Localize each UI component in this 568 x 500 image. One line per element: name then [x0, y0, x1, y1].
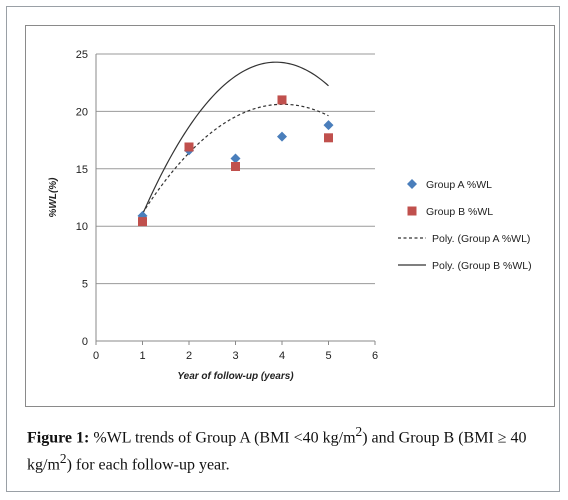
legend: Group A %WL Group B %WL Poly. (Group A %WL… — [398, 179, 532, 272]
y-tick-labels: 0 5 10 15 20 25 — [76, 49, 88, 348]
group-a-point — [323, 120, 334, 131]
legend-group-b-label: Group B %WL — [426, 206, 493, 218]
figure-frame: 0 5 10 15 20 25 0 1 2 3 4 5 6 %WL(%) Year of follow… — [6, 6, 560, 492]
x-tick-label: 4 — [279, 350, 285, 362]
scatter-chart: 0 5 10 15 20 25 0 1 2 3 4 5 6 %WL(%) Year of follow… — [48, 49, 532, 382]
y-tick-label: 20 — [76, 106, 88, 118]
chart-area: 0 5 10 15 20 25 0 1 2 3 4 5 6 %WL(%) Year of follow… — [25, 25, 555, 407]
legend-group-a-label: Group A %WL — [426, 179, 492, 191]
x-tick-label: 2 — [186, 350, 192, 362]
x-tick-label: 5 — [325, 350, 331, 362]
x-axis-title: Year of follow-up (years) — [177, 371, 294, 382]
group-b-point — [324, 133, 333, 143]
y-tick-label: 0 — [82, 336, 88, 348]
group-a-point — [230, 153, 241, 164]
group-a-point — [277, 131, 287, 142]
data-points — [137, 95, 334, 227]
legend-group-a-marker — [407, 179, 417, 189]
caption-text-1: %WL trends of Group A (BMI <40 kg/m — [89, 429, 356, 447]
caption-text-2: ) and Group B (BMI ≥ 40 kg/m — [27, 429, 527, 474]
caption-sup-1: 2 — [355, 424, 363, 439]
caption-text-3: ) for each follow-up year. — [66, 456, 230, 474]
x-tick-label: 1 — [139, 350, 145, 362]
caption-sup-2: 2 — [59, 451, 67, 467]
x-tick-label: 6 — [372, 350, 378, 362]
x-tick-label: 0 — [93, 350, 99, 362]
y-tick-label: 15 — [76, 164, 88, 176]
trendline-group-b — [141, 61, 329, 215]
group-b-point — [138, 217, 147, 227]
y-tick-label: 10 — [76, 221, 88, 233]
legend-poly-b-label: Poly. (Group B %WL) — [432, 260, 532, 272]
figure-caption: Figure 1: %WL trends of Group A (BMI <40… — [27, 421, 557, 476]
legend-group-b-marker — [407, 206, 417, 216]
y-axis-title: %WL(%) — [48, 177, 59, 218]
caption-label: Figure 1: — [27, 429, 90, 447]
group-b-point — [231, 162, 240, 172]
legend-poly-a-label: Poly. (Group A %WL) — [432, 233, 530, 245]
trendlines — [141, 61, 329, 215]
group-b-point — [184, 142, 194, 152]
x-tick-label: 3 — [232, 350, 238, 362]
axes — [95, 54, 376, 345]
group-b-point — [277, 95, 287, 105]
y-tick-label: 5 — [82, 279, 88, 291]
trendline-group-a — [141, 103, 329, 214]
y-tick-label: 25 — [76, 49, 88, 61]
x-tick-labels: 0 1 2 3 4 5 6 — [93, 350, 378, 362]
